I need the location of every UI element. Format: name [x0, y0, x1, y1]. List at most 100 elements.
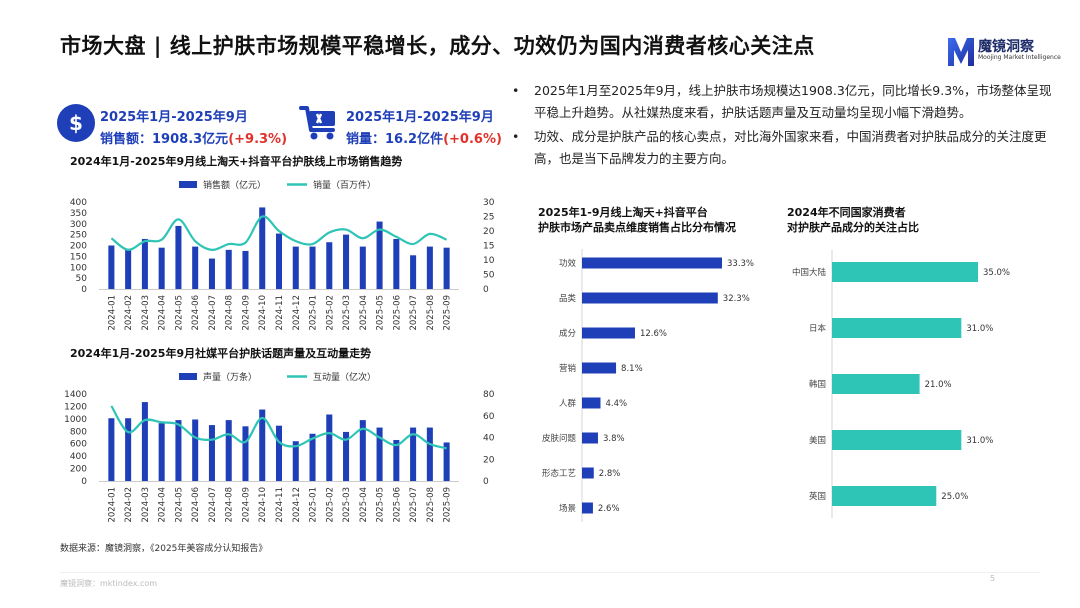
footer-divider — [60, 572, 1040, 573]
social-bar — [125, 418, 132, 481]
sales-trend-chart: 销售额（亿元） 销量（百万件）40035030025020015010050030… — [70, 179, 495, 331]
sales-x-tick: 2025-09 — [443, 295, 453, 331]
shopping-cart-icon — [299, 106, 335, 140]
social-x-tick: 2024-04 — [158, 487, 168, 523]
sales-x-tick: 2025-06 — [392, 295, 402, 331]
points-value-label: 2.8% — [599, 469, 621, 479]
sales-left-tick: 400 — [70, 198, 87, 208]
social-bar — [259, 409, 266, 481]
social-right-tick: 600 — [483, 412, 495, 422]
points-value-label: 12.6% — [640, 329, 667, 339]
sales-bar — [242, 250, 249, 289]
social-bar — [192, 419, 199, 481]
svg-text:$: $ — [69, 111, 83, 135]
kpi-volume-change: (+0.6%) — [443, 132, 502, 147]
points-bar — [582, 327, 635, 339]
social-x-tick: 2024-06 — [191, 487, 201, 523]
points-category-label: 场景 — [559, 504, 576, 514]
sales-bar — [343, 234, 350, 289]
social-x-tick: 2024-11 — [275, 487, 285, 523]
social-bar — [426, 427, 433, 481]
social-bar — [376, 427, 383, 481]
sales-x-tick: 2024-08 — [225, 295, 235, 331]
countries-title-line-2: 对护肤产品成分的关注占比 — [787, 221, 919, 234]
sales-right-tick: 200 — [483, 227, 495, 237]
social-right-tick: 800 — [483, 390, 495, 400]
sales-x-tick: 2025-07 — [409, 295, 419, 331]
social-x-tick: 2024-07 — [208, 487, 218, 523]
countries-value-label: 25.0% — [941, 492, 968, 502]
social-x-tick: 2024-09 — [241, 487, 251, 523]
social-x-tick: 2024-05 — [174, 487, 184, 523]
sales-bar — [292, 246, 299, 289]
sales-legend-bar-swatch — [179, 181, 197, 188]
social-trend-chart: 声量（万条） 互动量（亿次） 1400 1200 1000 800 600 400 200 0 80… — [64, 371, 495, 523]
social-right-tick: 200 — [483, 455, 495, 465]
kpi-volume-number: 16.2亿件 — [385, 132, 444, 147]
countries-bar — [832, 486, 937, 506]
social-right-tick: 400 — [483, 434, 495, 444]
social-left-tick: 800 — [70, 427, 87, 437]
social-chart-title: 2024年1月-2025年9月社媒平台护肤话题声量及互动量走势 — [70, 347, 372, 360]
points-category-label: 品类 — [559, 293, 577, 304]
social-x-tick: 2024-01 — [107, 487, 117, 523]
points-bar — [582, 432, 598, 444]
sales-bar — [275, 233, 283, 289]
sales-right-tick: 50 — [483, 271, 495, 281]
social-legend-bar-swatch — [179, 373, 197, 380]
logo-text: 魔镜洞察 — [978, 39, 1034, 55]
kpi-volume-value: 销量：16.2亿件(+0.6%) — [346, 128, 502, 147]
kpi-sales-label: 销售额： — [100, 132, 153, 147]
social-bar — [343, 431, 350, 481]
points-bar — [582, 502, 593, 514]
kpi-sales-date: 2025年1月-2025年9月 — [100, 110, 248, 125]
social-bar — [359, 420, 366, 481]
sales-left-tick: 250 — [70, 231, 87, 241]
points-category-label: 皮肤问题 — [542, 433, 577, 444]
sales-x-tick: 2024-03 — [141, 295, 151, 331]
sales-bar — [443, 247, 450, 289]
social-x-tick: 2025-02 — [325, 487, 335, 523]
social-x-tick: 2024-08 — [225, 487, 235, 523]
countries-title: 2024年不同国家消费者 对护肤产品成分的关注占比 — [787, 205, 919, 235]
sales-bar — [259, 207, 266, 289]
sales-bar — [393, 238, 400, 289]
social-bar — [292, 441, 299, 481]
sales-left-tick: 200 — [70, 242, 87, 252]
points-category-label: 成分 — [559, 328, 577, 339]
countries-bar — [832, 318, 962, 338]
sales-bar — [376, 221, 383, 289]
kpi-volume-date: 2025年1月-2025年9月 — [346, 110, 494, 125]
sales-bar — [192, 246, 199, 289]
sales-x-tick: 2024-06 — [191, 295, 201, 331]
kpi-sales-number: 1908.3亿元 — [152, 132, 229, 147]
countries-category-label: 英国 — [809, 491, 826, 502]
sales-left-tick: 300 — [70, 220, 87, 230]
kpi-volume — [298, 102, 340, 148]
points-bar — [582, 397, 601, 409]
sales-bar — [225, 249, 232, 289]
sales-bar — [309, 246, 316, 289]
sales-bar — [426, 246, 433, 289]
sales-bar — [125, 248, 132, 289]
sales-legend-line-label: 销量（百万件） — [313, 179, 376, 191]
sales-x-tick: 2024-05 — [174, 295, 184, 331]
countries-bar — [832, 430, 962, 450]
social-x-tick: 2025-05 — [376, 487, 386, 523]
social-left-tick: 1000 — [64, 415, 87, 425]
dollar-icon: $ — [57, 104, 95, 142]
social-left-tick: 1200 — [64, 402, 87, 412]
countries-value-label: 31.0% — [966, 436, 993, 446]
data-source: 数据来源：魔镜洞察，《2025年美容成分认知报告》 — [60, 544, 268, 554]
sales-bar — [208, 258, 215, 289]
sales-left-tick: 0 — [81, 285, 87, 295]
countries-bar — [832, 262, 978, 282]
footer-website: 魔镜洞察：mktindex.com — [60, 579, 158, 588]
sales-x-tick: 2025-05 — [376, 295, 386, 331]
social-x-tick: 2025-01 — [309, 487, 319, 523]
sales-left-tick: 150 — [70, 252, 87, 262]
social-bar — [309, 433, 316, 481]
points-bar — [582, 362, 617, 374]
social-bar — [225, 420, 232, 481]
social-x-tick: 2025-09 — [443, 487, 453, 523]
